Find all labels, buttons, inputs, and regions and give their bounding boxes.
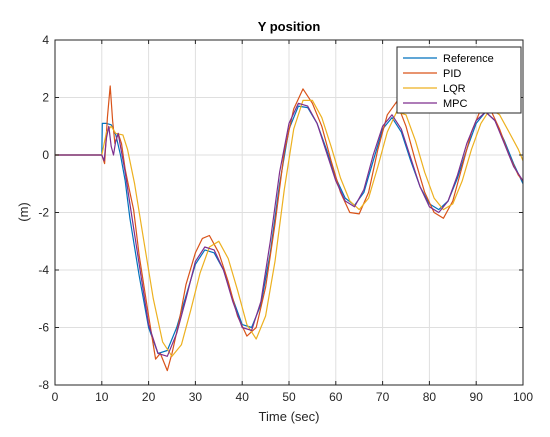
legend-label-mpc: MPC [443,98,468,110]
y-tick-label: -6 [38,321,49,335]
x-tick-label: 40 [236,390,250,404]
y-axis-label: (m) [16,202,31,222]
legend-label-lqr: LQR [443,83,466,95]
x-tick-label: 50 [282,390,296,404]
axis-ticks: 0 10 20 30 40 50 60 70 80 90 100 -8 -6 -4 -2 0 2 4 [38,33,533,404]
series-line-pid [55,85,523,372]
x-tick-label: 10 [95,390,109,404]
y-tick-label: 4 [42,33,49,47]
y-tick-label: -4 [38,263,49,277]
legend: Reference PID LQR MPC [396,46,522,114]
x-tick-label: 100 [513,390,533,404]
x-tick-label: 20 [142,390,156,404]
chart-title: Y position [258,19,321,34]
legend-label-reference: Reference [443,53,494,65]
series-line-lqr [55,99,523,357]
series-lines [55,85,523,372]
series-line-mpc [55,102,523,357]
y-tick-label: 0 [42,148,49,162]
x-tick-label: 90 [470,390,484,404]
y-tick-label: 2 [42,91,49,105]
y-tick-label: -8 [38,378,49,392]
x-tick-label: 30 [189,390,203,404]
x-axis-label: Time (sec) [259,409,320,424]
x-tick-label: 60 [329,390,343,404]
x-tick-label: 70 [376,390,390,404]
x-tick-label: 80 [423,390,437,404]
y-tick-label: -2 [38,206,49,220]
x-tick-label: 0 [52,390,59,404]
legend-label-pid: PID [443,68,461,80]
